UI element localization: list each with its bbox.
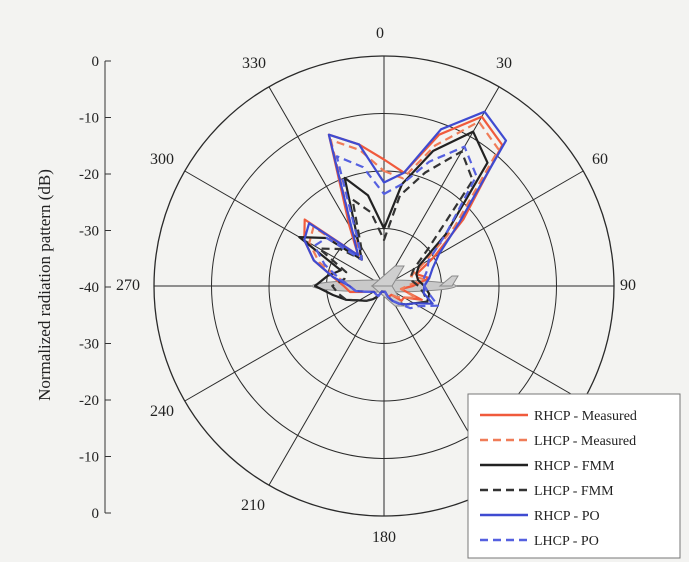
angle-tick-label: 90 bbox=[620, 277, 636, 294]
angle-tick-label: 300 bbox=[150, 151, 174, 168]
radial-tick-label: -20 bbox=[79, 167, 99, 183]
radial-tick-label: -30 bbox=[79, 337, 99, 353]
legend-label: RHCP - Measured bbox=[534, 409, 637, 424]
legend-label: RHCP - PO bbox=[534, 509, 600, 524]
radial-tick-label: -20 bbox=[79, 393, 99, 409]
angle-tick-label: 30 bbox=[496, 55, 512, 72]
angle-tick-label: 270 bbox=[116, 277, 140, 294]
legend-label: LHCP - FMM bbox=[534, 484, 614, 499]
legend-label: LHCP - PO bbox=[534, 534, 599, 549]
radial-tick-label: 0 bbox=[92, 54, 100, 70]
angle-tick-label: 210 bbox=[241, 497, 265, 514]
radial-tick-label: -10 bbox=[79, 111, 99, 127]
radial-tick-label: 0 bbox=[92, 506, 100, 522]
angle-tick-label: 180 bbox=[372, 529, 396, 546]
legend: RHCP - Measured LHCP - Measured RHCP - FMM… bbox=[468, 394, 680, 558]
radial-tick-label: -40 bbox=[79, 280, 99, 296]
legend-label: RHCP - FMM bbox=[534, 459, 615, 474]
legend-label: LHCP - Measured bbox=[534, 434, 636, 449]
radial-tick-label: -30 bbox=[79, 224, 99, 240]
angle-tick-label: 0 bbox=[376, 25, 384, 42]
angle-tick-label: 60 bbox=[592, 151, 608, 168]
angle-tick-label: 240 bbox=[150, 403, 174, 420]
radial-tick-label: -10 bbox=[79, 450, 99, 466]
angle-tick-label: 330 bbox=[242, 55, 266, 72]
y-axis-label: Normalized radiation pattern (dB) bbox=[35, 169, 54, 401]
